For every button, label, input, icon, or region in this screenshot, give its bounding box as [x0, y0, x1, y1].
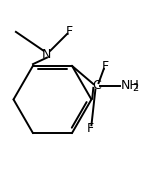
Text: F: F — [66, 25, 73, 38]
Text: C: C — [92, 79, 101, 92]
Text: NH: NH — [121, 79, 140, 92]
Text: F: F — [102, 60, 109, 73]
Text: N: N — [42, 48, 52, 61]
Text: 2: 2 — [132, 83, 138, 93]
Text: F: F — [86, 122, 93, 135]
